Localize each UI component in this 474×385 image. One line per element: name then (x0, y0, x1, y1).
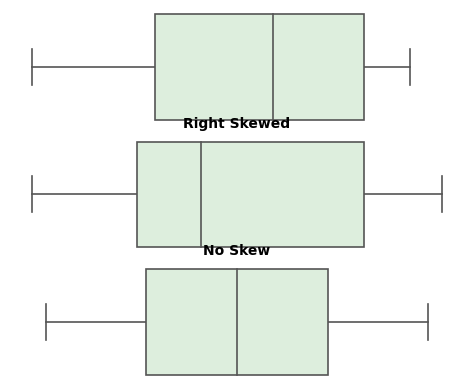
FancyBboxPatch shape (155, 14, 365, 120)
Text: Right Skewed: Right Skewed (183, 117, 291, 131)
Text: No Skew: No Skew (203, 244, 271, 258)
Text: Left Skewed: Left Skewed (189, 0, 285, 3)
FancyBboxPatch shape (146, 269, 328, 375)
FancyBboxPatch shape (137, 142, 365, 247)
